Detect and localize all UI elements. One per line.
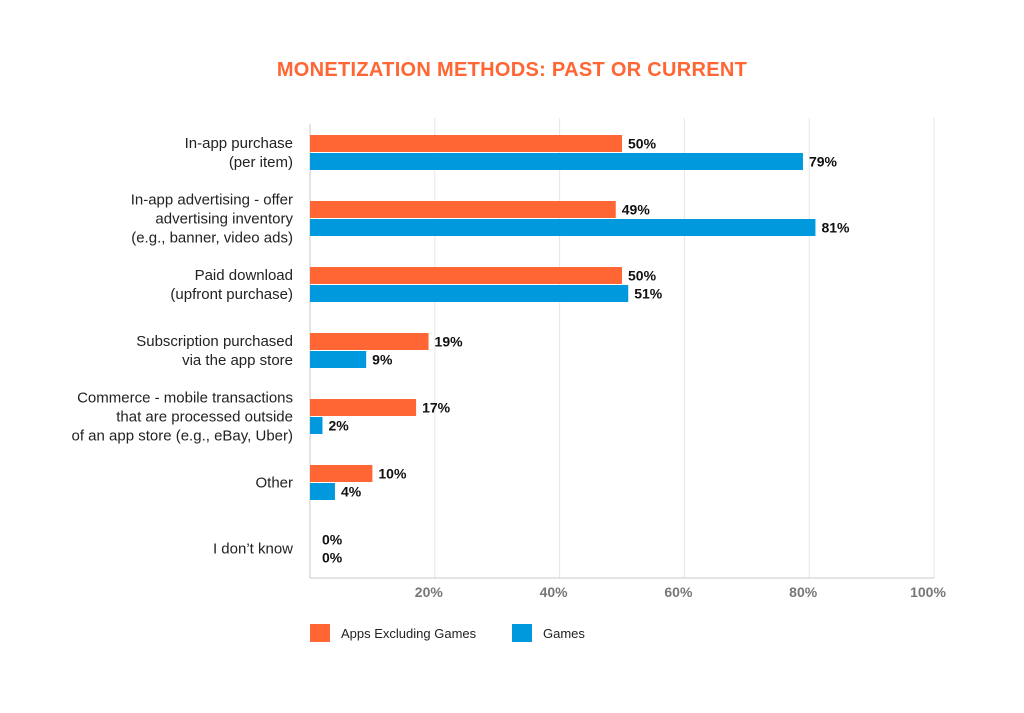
data-label: 4% [341, 484, 362, 500]
x-tick-label: 60% [664, 584, 693, 600]
legend-label: Games [543, 626, 585, 641]
bar-apps [310, 201, 616, 218]
category-label-line: via the app store [182, 352, 293, 369]
category-label-line: (upfront purchase) [170, 286, 293, 303]
category-labels: In-app purchase (per item) In-app advertis… [71, 135, 293, 558]
data-label: 79% [809, 154, 838, 170]
data-label: 19% [435, 334, 464, 350]
category-label-line: Commerce - mobile transactions [77, 390, 293, 407]
bar-apps [310, 333, 429, 350]
category-label-line: Other [255, 475, 293, 492]
category-label-line: I don’t know [213, 541, 293, 558]
legend-swatch [512, 624, 532, 642]
category-label: Other [255, 475, 293, 492]
category-label-line: of an app store (e.g., eBay, Uber) [71, 428, 293, 445]
bar-games [310, 153, 803, 170]
bar-games [310, 483, 335, 500]
data-label: 17% [422, 400, 451, 416]
data-label: 49% [622, 202, 651, 218]
bars: 50% 79% 49% 81% 50% 51% 19% 9% 17% 2% 10% 4% 0% 0% [310, 135, 850, 566]
category-label-line: Paid download [195, 267, 293, 284]
category-label-line: advertising inventory [155, 211, 293, 228]
data-label: 50% [628, 136, 657, 152]
category-label: Paid download (upfront purchase) [170, 267, 293, 303]
legend-label: Apps Excluding Games [341, 626, 477, 641]
data-label: 9% [372, 352, 393, 368]
category-label: In-app advertising - offer advertising in… [131, 192, 294, 247]
x-tick-label: 100% [910, 584, 946, 600]
data-label: 50% [628, 268, 657, 284]
x-tick-label: 40% [540, 584, 569, 600]
bar-apps [310, 399, 417, 416]
chart-title: MONETIZATION METHODS: PAST OR CURRENT [277, 59, 747, 81]
bar-games [310, 351, 367, 368]
bar-apps [310, 267, 622, 284]
legend-swatch [310, 624, 330, 642]
legend: Apps Excluding Games Games [310, 624, 585, 642]
category-label-line: In-app purchase [185, 135, 293, 152]
category-label-line: (e.g., banner, video ads) [131, 230, 293, 247]
x-tick-label: 20% [415, 584, 444, 600]
category-label-line: (per item) [229, 154, 293, 171]
category-label-line: In-app advertising - offer [131, 192, 293, 209]
category-label-line: that are processed outside [116, 409, 293, 426]
x-tick-label: 80% [789, 584, 818, 600]
category-label: In-app purchase (per item) [185, 135, 293, 171]
data-label: 10% [378, 466, 407, 482]
bar-games [310, 219, 816, 236]
category-label-line: Subscription purchased [136, 333, 293, 350]
data-label: 51% [634, 286, 663, 302]
data-label: 0% [322, 550, 343, 566]
bar-games [310, 417, 323, 434]
data-label: 81% [821, 220, 850, 236]
x-axis-ticks: 20% 40% 60% 80% 100% [415, 584, 947, 600]
bar-games [310, 285, 629, 302]
category-label: Commerce - mobile transactions that are p… [71, 390, 293, 445]
bar-apps [310, 465, 373, 482]
bar-apps [310, 135, 622, 152]
category-label: I don’t know [213, 541, 293, 558]
data-label: 2% [328, 418, 349, 434]
category-label: Subscription purchased via the app store [136, 333, 293, 369]
data-label: 0% [322, 532, 343, 548]
